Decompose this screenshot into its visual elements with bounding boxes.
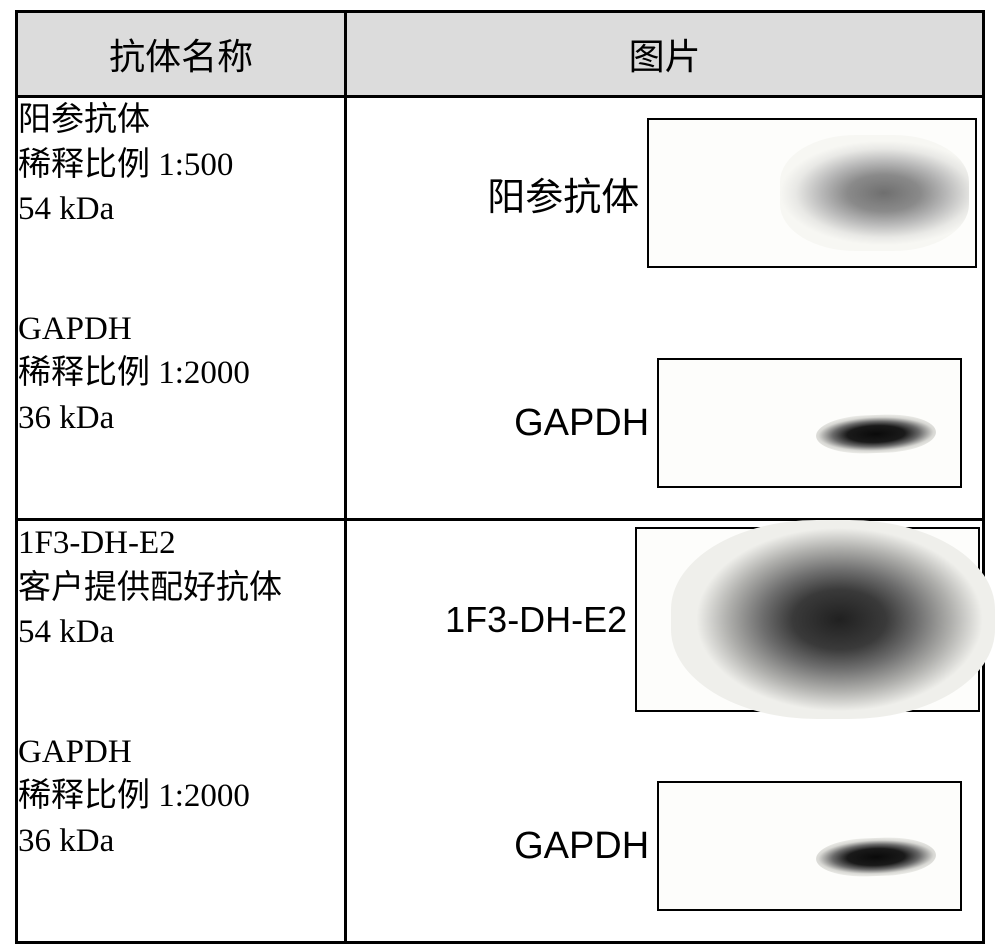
blot-band-icon: [780, 135, 969, 252]
antibody-name: GAPDH: [18, 307, 344, 352]
molecular-weight: 54 kDa: [18, 187, 344, 232]
image-group: 1F3-DH-E2 GAPDH: [347, 521, 982, 941]
dilution-ratio: 稀释比例 1:2000: [18, 351, 344, 396]
western-blot-image: [657, 781, 962, 911]
western-blot-image: [647, 118, 977, 268]
antibody-info-cell: 1F3-DH-E2 客户提供配好抗体 54 kDa GAPDH 稀释比例 1:2…: [17, 520, 346, 943]
blot-row: 阳参抗体: [347, 118, 982, 268]
table-row: 1F3-DH-E2 客户提供配好抗体 54 kDa GAPDH 稀释比例 1:2…: [17, 520, 984, 943]
western-blot-image: [635, 527, 980, 712]
antibody-block: 1F3-DH-E2 客户提供配好抗体 54 kDa: [18, 521, 344, 655]
image-cell: 1F3-DH-E2 GAPDH: [346, 520, 984, 943]
image-cell: 阳参抗体 GAPDH: [346, 97, 984, 520]
antibody-name: GAPDH: [18, 730, 344, 775]
molecular-weight: 54 kDa: [18, 610, 344, 655]
antibody-block: 阳参抗体 稀释比例 1:500 54 kDa: [18, 98, 344, 232]
antibody-name: 阳参抗体: [18, 98, 344, 143]
blot-row: GAPDH: [347, 358, 982, 488]
header-col-image: 图片: [346, 12, 984, 97]
table-row: 阳参抗体 稀释比例 1:500 54 kDa GAPDH 稀释比例 1:2000…: [17, 97, 984, 520]
blot-row: 1F3-DH-E2: [347, 527, 982, 712]
antibody-block: GAPDH 稀释比例 1:2000 36 kDa: [18, 730, 344, 864]
blot-label: GAPDH: [347, 825, 657, 868]
blot-label: 1F3-DH-E2: [347, 599, 635, 641]
antibody-name: 1F3-DH-E2: [18, 521, 344, 566]
dilution-ratio: 稀释比例 1:500: [18, 143, 344, 188]
dilution-ratio: 稀释比例 1:2000: [18, 774, 344, 819]
antibody-table: 抗体名称 图片 阳参抗体 稀释比例 1:500 54 kDa GAPDH 稀释比…: [15, 10, 985, 944]
molecular-weight: 36 kDa: [18, 819, 344, 864]
blot-label: 阳参抗体: [347, 166, 647, 221]
molecular-weight: 36 kDa: [18, 396, 344, 441]
blot-label: GAPDH: [347, 402, 657, 445]
blot-band-icon: [815, 413, 937, 455]
table-header: 抗体名称 图片: [17, 12, 984, 97]
image-group: 阳参抗体 GAPDH: [347, 98, 982, 518]
western-blot-image: [657, 358, 962, 488]
header-col-antibody: 抗体名称: [17, 12, 346, 97]
dilution-ratio: 客户提供配好抗体: [18, 566, 344, 611]
blot-band-icon: [815, 836, 937, 878]
blot-row: GAPDH: [347, 781, 982, 911]
antibody-block: GAPDH 稀释比例 1:2000 36 kDa: [18, 307, 344, 441]
blot-band-icon: [671, 520, 995, 719]
antibody-info-cell: 阳参抗体 稀释比例 1:500 54 kDa GAPDH 稀释比例 1:2000…: [17, 97, 346, 520]
